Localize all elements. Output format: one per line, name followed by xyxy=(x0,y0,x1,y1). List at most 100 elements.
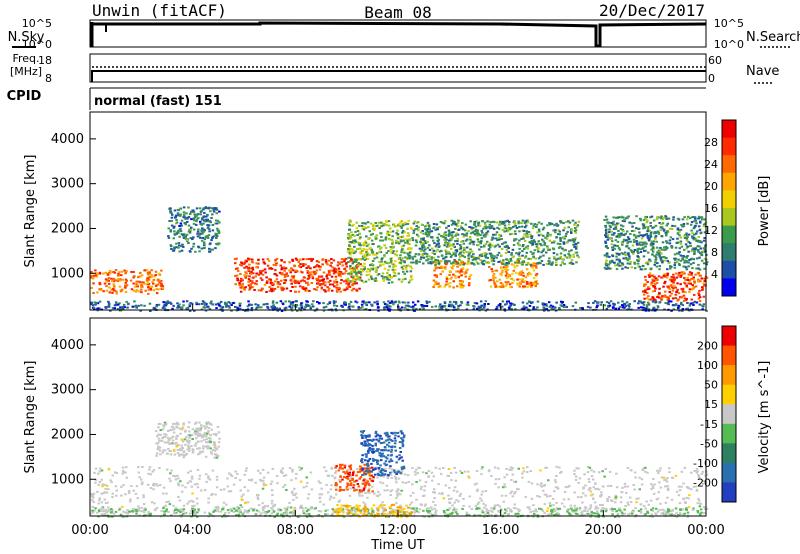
power-scatter-cell xyxy=(641,223,645,226)
power-scatter-cell xyxy=(263,283,267,286)
power-scatter-cell xyxy=(693,300,697,303)
power-scatter-cell xyxy=(298,259,301,261)
velocity-scatter-cell xyxy=(442,467,445,469)
power-scatter-cell xyxy=(96,302,100,305)
power-scatter-cell xyxy=(375,279,379,282)
power-scatter-cell xyxy=(424,242,428,244)
power-scatter-cell xyxy=(316,301,319,303)
power-scatter-cell xyxy=(448,244,451,247)
power-scatter-cell xyxy=(341,258,345,261)
power-scatter-cell xyxy=(426,235,429,238)
velocity-scatter-cell xyxy=(91,505,94,508)
velocity-scatter-cell xyxy=(505,510,508,512)
power-scatter-cell xyxy=(395,250,399,253)
velocity-scatter-cell xyxy=(624,505,627,508)
velocity-scatter-cell xyxy=(632,484,635,486)
power-scatter-cell xyxy=(520,238,523,240)
power-scatter-cell xyxy=(388,238,391,241)
power-scatter-cell xyxy=(137,304,140,307)
power-scatter-cell xyxy=(663,248,666,251)
power-scatter-cell xyxy=(190,226,193,229)
power-scatter-cell xyxy=(653,275,656,278)
velocity-scatter-cell xyxy=(302,486,305,489)
power-scatter-cell xyxy=(404,277,407,280)
power-scatter-cell xyxy=(633,249,637,251)
power-scatter-cell xyxy=(494,269,497,272)
power-scatter-cell xyxy=(415,259,418,262)
velocity-scatter-cell xyxy=(190,445,193,447)
power-scatter-cell xyxy=(686,218,689,221)
velocity-scatter-cell xyxy=(504,485,507,488)
power-scatter-cell xyxy=(441,270,444,273)
power-scatter-cell xyxy=(174,216,177,218)
power-scatter-cell xyxy=(577,220,581,223)
power-scatter-cell xyxy=(155,292,159,295)
velocity-scatter-cell xyxy=(335,493,338,496)
power-scatter-cell xyxy=(447,234,451,237)
power-scatter-cell xyxy=(163,307,167,310)
power-scatter-cell xyxy=(378,227,381,230)
power-scatter-cell xyxy=(576,224,580,227)
power-scatter-cell xyxy=(452,251,455,254)
power-scatter-cell xyxy=(692,261,695,264)
power-scatter-cell xyxy=(115,292,119,295)
power-scatter-cell xyxy=(355,266,359,269)
velocity-scatter-cell xyxy=(659,486,663,489)
power-scatter-cell xyxy=(689,302,693,305)
power-scatter-cell xyxy=(660,298,663,301)
power-scatter-cell xyxy=(450,276,453,279)
power-scatter-cell xyxy=(138,290,141,293)
power-scatter-cell xyxy=(696,230,699,233)
power-scatter-cell xyxy=(510,232,514,235)
power-scatter-cell xyxy=(463,272,466,275)
power-scatter-cell xyxy=(183,235,186,238)
power-scatter-cell xyxy=(639,244,643,247)
power-scatter-cell xyxy=(410,228,414,231)
power-scatter-cell xyxy=(169,209,172,212)
power-scatter-cell xyxy=(562,241,565,244)
power-scatter-cell xyxy=(248,263,251,266)
power-scatter-cell xyxy=(626,236,630,239)
power-scatter-cell xyxy=(179,213,182,216)
power-scatter-cell xyxy=(393,225,397,228)
power-scatter-cell xyxy=(201,237,205,239)
power-scatter-cell xyxy=(308,289,311,292)
power-scatter-cell xyxy=(327,287,331,290)
power-scatter-cell xyxy=(617,229,620,232)
power-scatter-cell xyxy=(693,280,696,283)
power-scatter-cell xyxy=(488,223,492,226)
power-scatter-cell xyxy=(563,254,567,257)
power-scatter-cell xyxy=(470,261,474,264)
velocity-scatter-cell xyxy=(608,470,612,473)
power-scatter-cell xyxy=(331,283,335,286)
power-scatter-cell xyxy=(563,237,566,240)
power-scatter-cell xyxy=(375,252,379,255)
power-scatter-cell xyxy=(604,229,608,232)
power-scatter-cell xyxy=(132,276,135,279)
power-scatter-cell xyxy=(665,234,668,237)
power-scatter-cell xyxy=(336,264,340,267)
power-scatter-cell xyxy=(294,279,297,282)
power-scatter-cell xyxy=(368,270,372,273)
power-scatter-cell xyxy=(626,216,629,219)
power-scatter-cell xyxy=(703,249,707,252)
power-scatter-cell xyxy=(383,303,387,305)
power-scatter-cell xyxy=(610,230,613,233)
velocity-scatter-cell xyxy=(516,488,519,491)
power-scatter-cell xyxy=(202,215,206,218)
velocity-scatter-cell xyxy=(605,507,608,510)
power-scatter-cell xyxy=(410,267,414,270)
velocity-scatter-cell xyxy=(487,470,491,473)
power-scatter-cell xyxy=(484,256,488,259)
power-scatter-cell xyxy=(532,262,535,265)
velocity-scatter-cell xyxy=(390,477,394,479)
power-scatter-cell xyxy=(192,228,196,231)
power-scatter-cell xyxy=(402,270,405,273)
power-scatter-cell xyxy=(369,247,372,249)
power-scatter-cell xyxy=(699,247,703,250)
power-scatter-cell xyxy=(157,303,161,306)
power-scatter-cell xyxy=(521,278,524,281)
power-scatter-cell xyxy=(443,244,446,247)
power-scatter-cell xyxy=(162,301,165,304)
power-scatter-cell xyxy=(517,283,520,286)
